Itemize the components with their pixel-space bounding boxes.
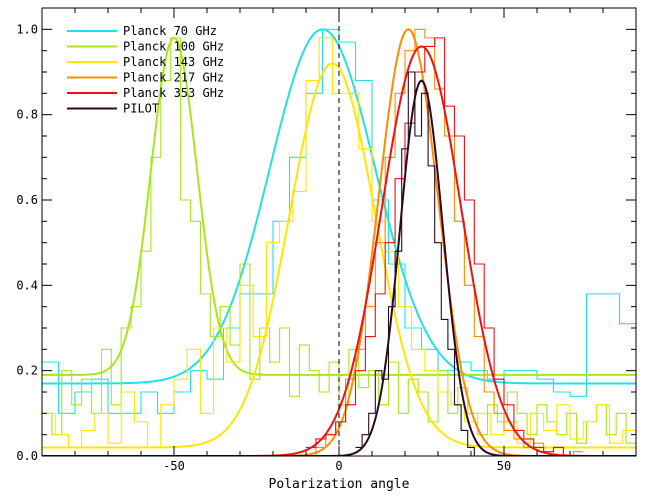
- histogram-planck-143-ghz: [42, 37, 636, 449]
- y-tick-label: 0.0: [16, 449, 38, 463]
- fit-curve-planck-353-ghz: [42, 45, 636, 456]
- legend-item-planck-353-ghz: Planck 353 GHz: [67, 86, 224, 100]
- y-tick-label: 0.8: [16, 108, 38, 122]
- legend-label: PILOT: [123, 102, 159, 116]
- histogram-pilot: [355, 71, 481, 456]
- legend-item-pilot: PILOT: [67, 102, 159, 116]
- fit-curve-planck-100-ghz: [42, 36, 636, 376]
- x-tick-label: -50: [163, 459, 185, 473]
- legend-label: Planck 70 GHz: [123, 24, 217, 38]
- series-planck-353-ghz: [42, 37, 636, 456]
- legend-label: Planck 217 GHz: [123, 71, 224, 85]
- x-tick-label: 50: [497, 459, 511, 473]
- legend-item-planck-143-ghz: Planck 143 GHz: [67, 55, 224, 69]
- y-tick-label: 0.4: [16, 278, 38, 292]
- legend-item-planck-217-ghz: Planck 217 GHz: [67, 71, 224, 85]
- x-axis-label: Polarization angle: [269, 477, 410, 492]
- y-tick-label: 0.6: [16, 193, 38, 207]
- histogram-planck-353-ghz: [306, 37, 574, 456]
- x-tick-label: 0: [335, 459, 342, 473]
- legend-label: Planck 353 GHz: [123, 86, 224, 100]
- y-tick-label: 0.2: [16, 364, 38, 378]
- y-tick-label: 1.0: [16, 22, 38, 36]
- legend-label: Planck 143 GHz: [123, 55, 224, 69]
- series-planck-100-ghz: [42, 36, 636, 444]
- legend-item-planck-100-ghz: Planck 100 GHz: [67, 40, 224, 54]
- legend-label: Planck 100 GHz: [123, 40, 224, 54]
- legend-item-planck-70-ghz: Planck 70 GHz: [67, 24, 217, 38]
- axes: -50 0 50 0.0 0.2 0.4 0.6 0.8 1.0: [16, 7, 637, 473]
